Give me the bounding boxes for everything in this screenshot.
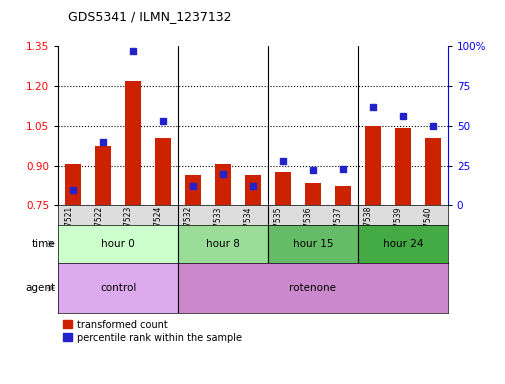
Bar	[244, 175, 261, 205]
Bar	[58, 263, 178, 313]
Text: control: control	[100, 283, 136, 293]
Text: GSM567536: GSM567536	[304, 206, 312, 253]
Text: GDS5341 / ILMN_1237132: GDS5341 / ILMN_1237132	[68, 10, 231, 23]
Bar	[364, 126, 380, 205]
Text: hour 15: hour 15	[292, 239, 332, 249]
Text: GSM567521: GSM567521	[64, 206, 73, 252]
Text: GSM567539: GSM567539	[393, 206, 402, 253]
Text: GSM567535: GSM567535	[273, 206, 282, 253]
Text: hour 0: hour 0	[101, 239, 135, 249]
Text: GSM567533: GSM567533	[214, 206, 223, 253]
Bar	[268, 225, 357, 263]
Bar	[178, 263, 447, 313]
Bar	[65, 164, 81, 205]
Text: GSM567537: GSM567537	[333, 206, 342, 253]
Bar	[178, 225, 268, 263]
Text: GSM567523: GSM567523	[124, 206, 133, 252]
Text: agent: agent	[25, 283, 56, 293]
Text: GSM567534: GSM567534	[243, 206, 252, 253]
Bar	[394, 128, 410, 205]
Text: hour 8: hour 8	[206, 239, 239, 249]
Text: GSM567522: GSM567522	[94, 206, 103, 252]
Bar	[155, 138, 171, 205]
Bar	[58, 225, 178, 263]
Text: hour 24: hour 24	[382, 239, 422, 249]
Text: GSM567538: GSM567538	[363, 206, 372, 252]
Bar	[424, 138, 440, 205]
Text: GSM567524: GSM567524	[154, 206, 163, 252]
Bar	[125, 81, 141, 205]
Text: time: time	[32, 239, 56, 249]
Bar	[334, 185, 350, 205]
Text: GSM567540: GSM567540	[423, 206, 432, 253]
Text: rotenone: rotenone	[289, 283, 336, 293]
Bar	[214, 164, 231, 205]
Bar	[274, 172, 291, 205]
Bar	[304, 183, 321, 205]
Bar	[184, 175, 201, 205]
Bar	[357, 225, 447, 263]
Legend: transformed count, percentile rank within the sample: transformed count, percentile rank withi…	[63, 320, 241, 343]
Text: GSM567532: GSM567532	[184, 206, 193, 252]
Bar	[95, 146, 111, 205]
